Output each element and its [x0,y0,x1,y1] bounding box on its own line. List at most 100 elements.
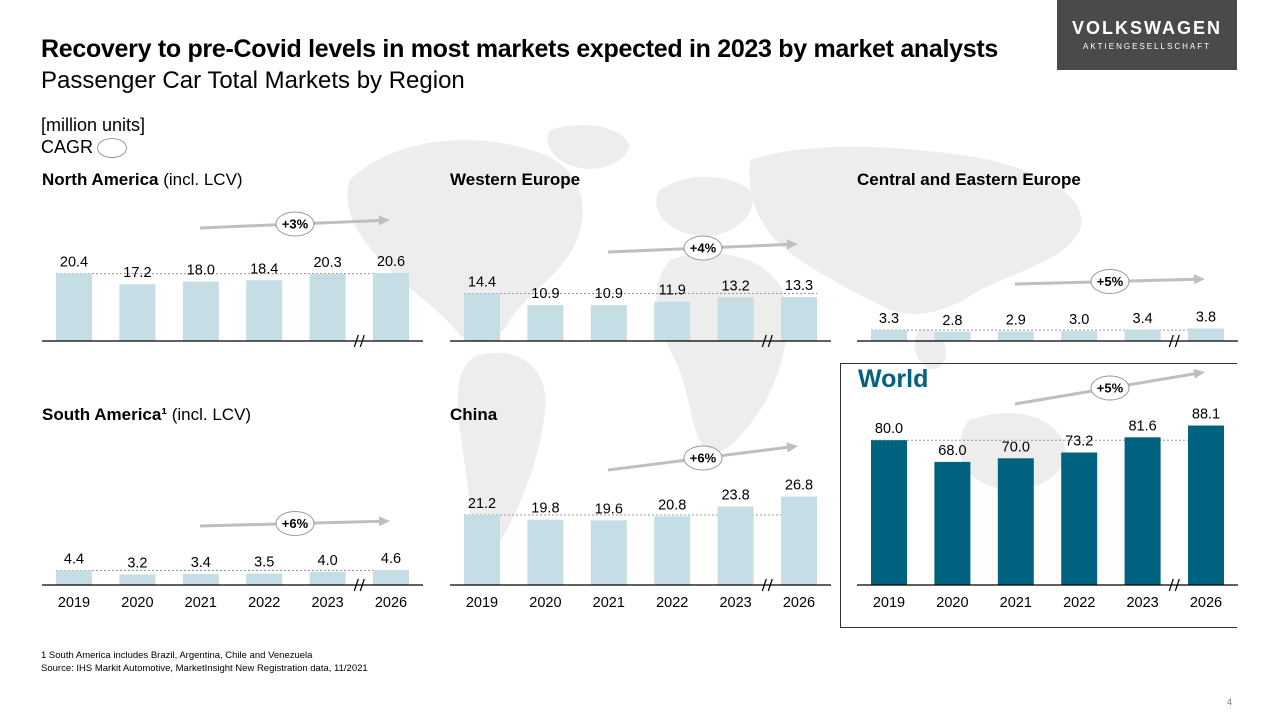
axis-break-b-na [359,334,365,348]
chart-cee: Central and Eastern Europe 3.3 2.8 2.9 3.0 3.… [857,170,1238,348]
bar-cn-2020 [527,519,564,585]
chart-title-cn: China [450,405,498,424]
cagr-oval-na [275,211,315,237]
chart-cn: China 21.2 2019 19.8 2020 19.6 2021 20.8 2022 23.… [450,405,831,611]
world-map-background [347,125,1082,555]
value-label-cn-2022: 20.8 [658,497,686,513]
bar-world-2022 [1061,452,1098,585]
cagr-value-cn: +6% [690,451,717,466]
world-box-frame [840,363,1237,628]
cagr-oval-world [1090,375,1130,401]
cagr-oval-we [683,235,723,261]
value-label-cn-2026: 26.8 [785,478,813,494]
year-label-world-2023: 2023 [1126,595,1158,611]
bar-sa-2026 [373,569,409,585]
bar-cee-2022 [1061,331,1098,341]
chart-title-cee: Central and Eastern Europe [857,170,1081,189]
cagr-arrowhead-icon-sa [378,516,390,527]
year-label-sa-2020: 2020 [121,595,153,611]
value-label-cn-2020: 19.8 [531,501,559,517]
bar-na-2020 [119,284,156,341]
bar-cee-2019 [871,330,907,341]
value-label-na-2026: 20.6 [377,254,405,270]
value-label-cn-2023: 23.8 [721,487,749,503]
value-label-we-2022: 11.9 [659,283,686,299]
cagr-value-sa: +6% [282,516,309,531]
value-label-cn-2021: 19.6 [595,501,623,517]
value-label-na-2021: 18.0 [187,263,215,279]
cagr-arrowhead-icon-na [378,215,390,226]
value-label-na-2020: 17.2 [123,265,151,281]
year-label-cn-2023: 2023 [719,595,751,611]
cagr-legend-label: CAGR [41,137,94,157]
value-label-sa-2023: 4.0 [318,553,338,569]
value-label-cee-2019: 3.3 [879,311,899,327]
chart-sa: South America¹ (incl. LCV) 4.4 2019 3.2 2020… [42,405,423,611]
bar-cn-2022 [654,516,691,585]
value-label-sa-2019: 4.4 [64,551,84,567]
logo-line-1: VOLKSWAGEN [1071,18,1222,38]
source-note: Source: IHS Markit Automotive, MarketIns… [41,663,368,674]
chart-title-main-we: Western Europe [450,170,580,189]
axis-break-a-world [1168,578,1174,592]
value-label-world-2026: 88.1 [1192,407,1220,423]
bar-world-2020 [934,461,971,585]
cagr-oval-sa [275,511,315,536]
footnote-1: 1 South America includes Brazil, Argenti… [41,650,313,661]
value-label-sa-2022: 3.5 [254,554,274,570]
cagr-arrowhead-icon-cee [1193,274,1205,285]
bar-cee-2020 [934,331,971,341]
cagr-oval-cn [683,445,723,471]
value-label-cee-2022: 3.0 [1069,312,1089,328]
axis-break-b-cee [1174,334,1180,348]
chart-title-main-cn: China [450,405,498,424]
bar-we-2023 [717,297,754,341]
cagr-value-na: +3% [282,217,309,232]
bar-we-2021 [590,305,627,341]
bar-we-2019 [464,293,500,341]
axis-break-a-sa [353,578,359,592]
bar-world-2021 [997,458,1034,585]
value-label-we-2019: 14.4 [468,274,496,290]
bar-cn-2026 [781,496,817,585]
bar-sa-2022 [246,573,283,585]
value-label-cn-2019: 21.2 [468,496,496,512]
axis-break-a-we [761,334,767,348]
chart-title-we: Western Europe [450,170,580,189]
cagr-oval-cee [1090,269,1130,294]
bar-cee-2026 [1188,328,1224,341]
axis-break-b-world [1174,578,1180,592]
value-label-world-2023: 81.6 [1128,418,1156,434]
value-label-world-2019: 80.0 [875,421,903,437]
year-label-sa-2022: 2022 [248,595,280,611]
year-label-world-2019: 2019 [873,595,905,611]
value-label-world-2022: 73.2 [1065,434,1093,450]
year-label-world-2026: 2026 [1190,595,1222,611]
volkswagen-logo: VOLKSWAGEN AKTIENGESELLSCHAFT [1057,0,1237,70]
value-label-sa-2020: 3.2 [127,555,147,571]
year-label-sa-2021: 2021 [185,595,217,611]
value-label-world-2020: 68.0 [938,443,966,459]
bar-world-2026 [1188,425,1224,585]
bar-world-2019 [871,440,907,585]
bar-cn-2019 [464,515,500,585]
page-title: Recovery to pre-Covid levels in most mar… [41,35,998,63]
chart-title-suffix-na: (incl. LCV) [159,170,243,189]
footnotes: 1 South America includes Brazil, Argenti… [41,649,368,675]
value-label-cee-2021: 2.9 [1006,312,1026,328]
chart-na: North America (incl. LCV) 20.4 17.2 18.0 18.… [42,170,423,348]
bar-na-2021 [182,281,219,341]
bar-cn-2021 [590,520,627,585]
chart-world: World 80.0 2019 68.0 2020 70.0 2021 73.2 2022 81.… [857,365,1238,611]
year-label-cn-2021: 2021 [593,595,625,611]
bar-sa-2023 [309,571,346,585]
year-label-world-2022: 2022 [1063,595,1095,611]
axis-break-b-cn [767,578,773,592]
chart-title-sa: South America¹ (incl. LCV) [42,405,251,424]
chart-title-suffix-sa: (incl. LCV) [167,405,251,424]
bar-sa-2021 [182,573,219,585]
cagr-value-cee: +5% [1097,274,1124,289]
value-label-na-2023: 20.3 [313,255,341,271]
axis-break-a-cn [761,578,767,592]
chart-title-na: North America (incl. LCV) [42,170,243,189]
